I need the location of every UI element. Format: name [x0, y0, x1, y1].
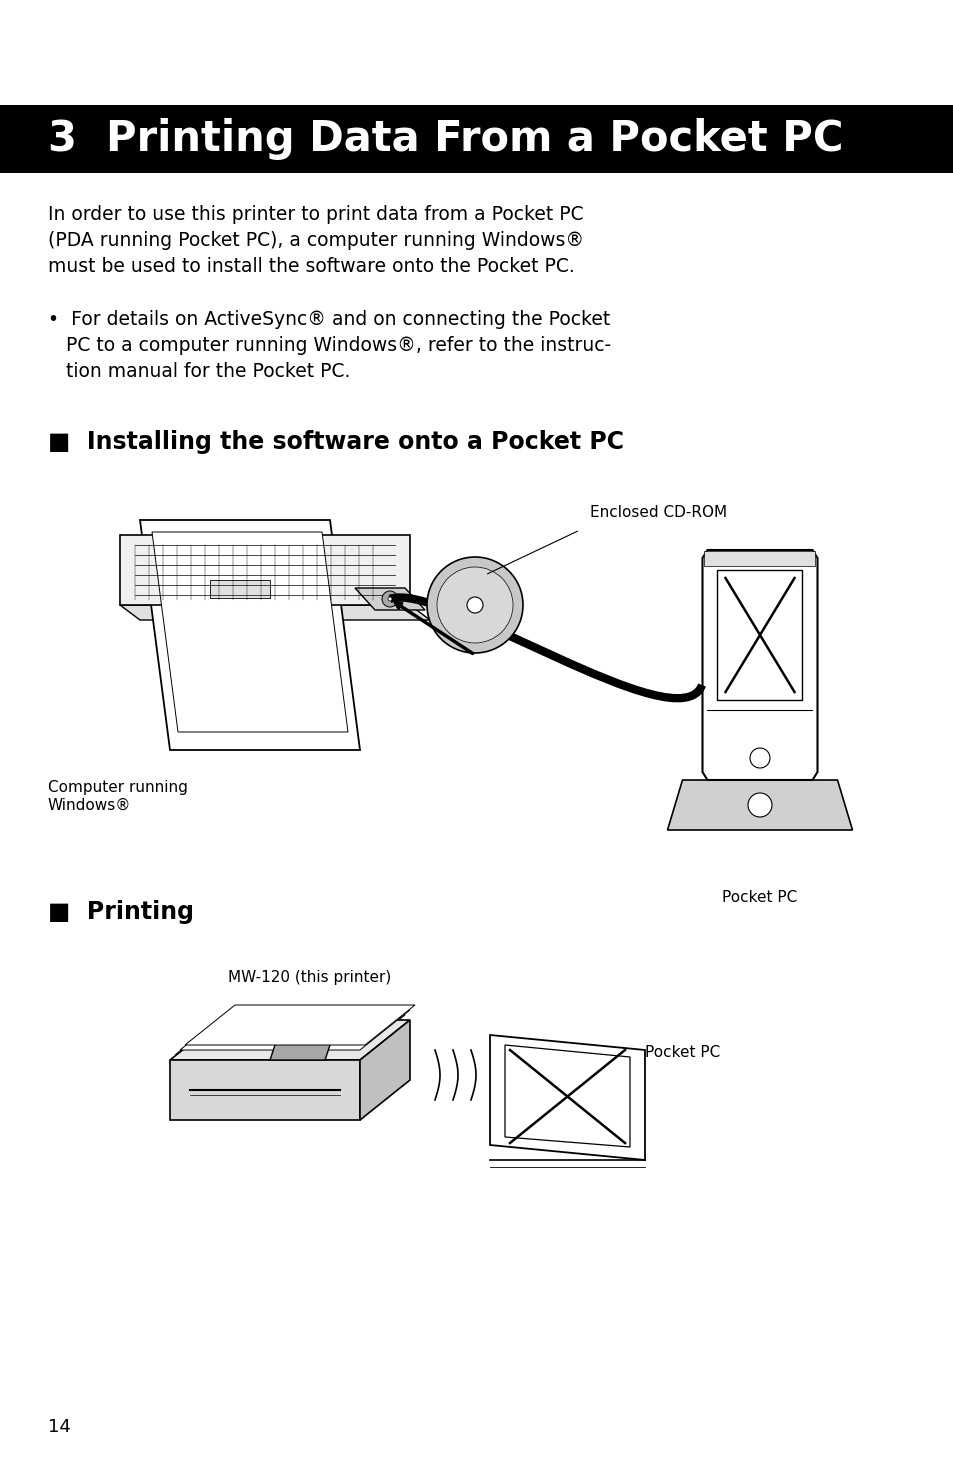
Polygon shape [185, 1005, 415, 1045]
Bar [120, 535, 410, 605]
Bar [0, 105, 953, 174]
Polygon shape [504, 1045, 629, 1147]
Polygon shape [270, 1029, 335, 1060]
Polygon shape [359, 1021, 410, 1120]
Text: must be used to install the software onto the Pocket PC.: must be used to install the software ont… [48, 257, 574, 276]
Text: •  For details on ActiveSync® and on connecting the Pocket: • For details on ActiveSync® and on conn… [48, 311, 610, 330]
Text: Computer running: Computer running [48, 780, 188, 795]
Polygon shape [180, 1010, 410, 1050]
Polygon shape [701, 550, 817, 780]
Circle shape [747, 793, 771, 816]
Polygon shape [170, 1060, 359, 1120]
Text: Windows®: Windows® [48, 798, 132, 814]
Polygon shape [140, 521, 359, 749]
Polygon shape [490, 1035, 644, 1161]
Bar [703, 551, 815, 566]
Text: PC to a computer running Windows®, refer to the instruc-: PC to a computer running Windows®, refer… [48, 335, 611, 354]
Polygon shape [667, 780, 852, 830]
Text: ■  Printing: ■ Printing [48, 900, 193, 924]
Circle shape [749, 748, 769, 768]
Text: ■  Installing the software onto a Pocket PC: ■ Installing the software onto a Pocket … [48, 430, 623, 453]
Bar [717, 570, 801, 700]
Text: tion manual for the Pocket PC.: tion manual for the Pocket PC. [48, 362, 350, 381]
Circle shape [467, 596, 482, 612]
Text: (PDA running Pocket PC), a computer running Windows®: (PDA running Pocket PC), a computer runn… [48, 230, 583, 249]
Text: Enclosed CD-ROM: Enclosed CD-ROM [589, 504, 726, 521]
Polygon shape [355, 588, 424, 609]
Text: Pocket PC: Pocket PC [721, 889, 797, 905]
Circle shape [436, 567, 513, 643]
Circle shape [388, 596, 392, 601]
Polygon shape [174, 1015, 405, 1056]
Circle shape [427, 557, 522, 653]
Circle shape [381, 590, 397, 607]
Text: In order to use this printer to print data from a Pocket PC: In order to use this printer to print da… [48, 206, 583, 225]
Polygon shape [152, 532, 348, 732]
Text: 3  Printing Data From a Pocket PC: 3 Printing Data From a Pocket PC [48, 118, 842, 160]
Text: MW-120 (this printer): MW-120 (this printer) [228, 970, 392, 986]
Bar [210, 580, 270, 598]
Polygon shape [170, 1021, 410, 1060]
Text: Pocket PC: Pocket PC [644, 1045, 720, 1060]
Polygon shape [120, 605, 430, 620]
Text: 14: 14 [48, 1419, 71, 1436]
